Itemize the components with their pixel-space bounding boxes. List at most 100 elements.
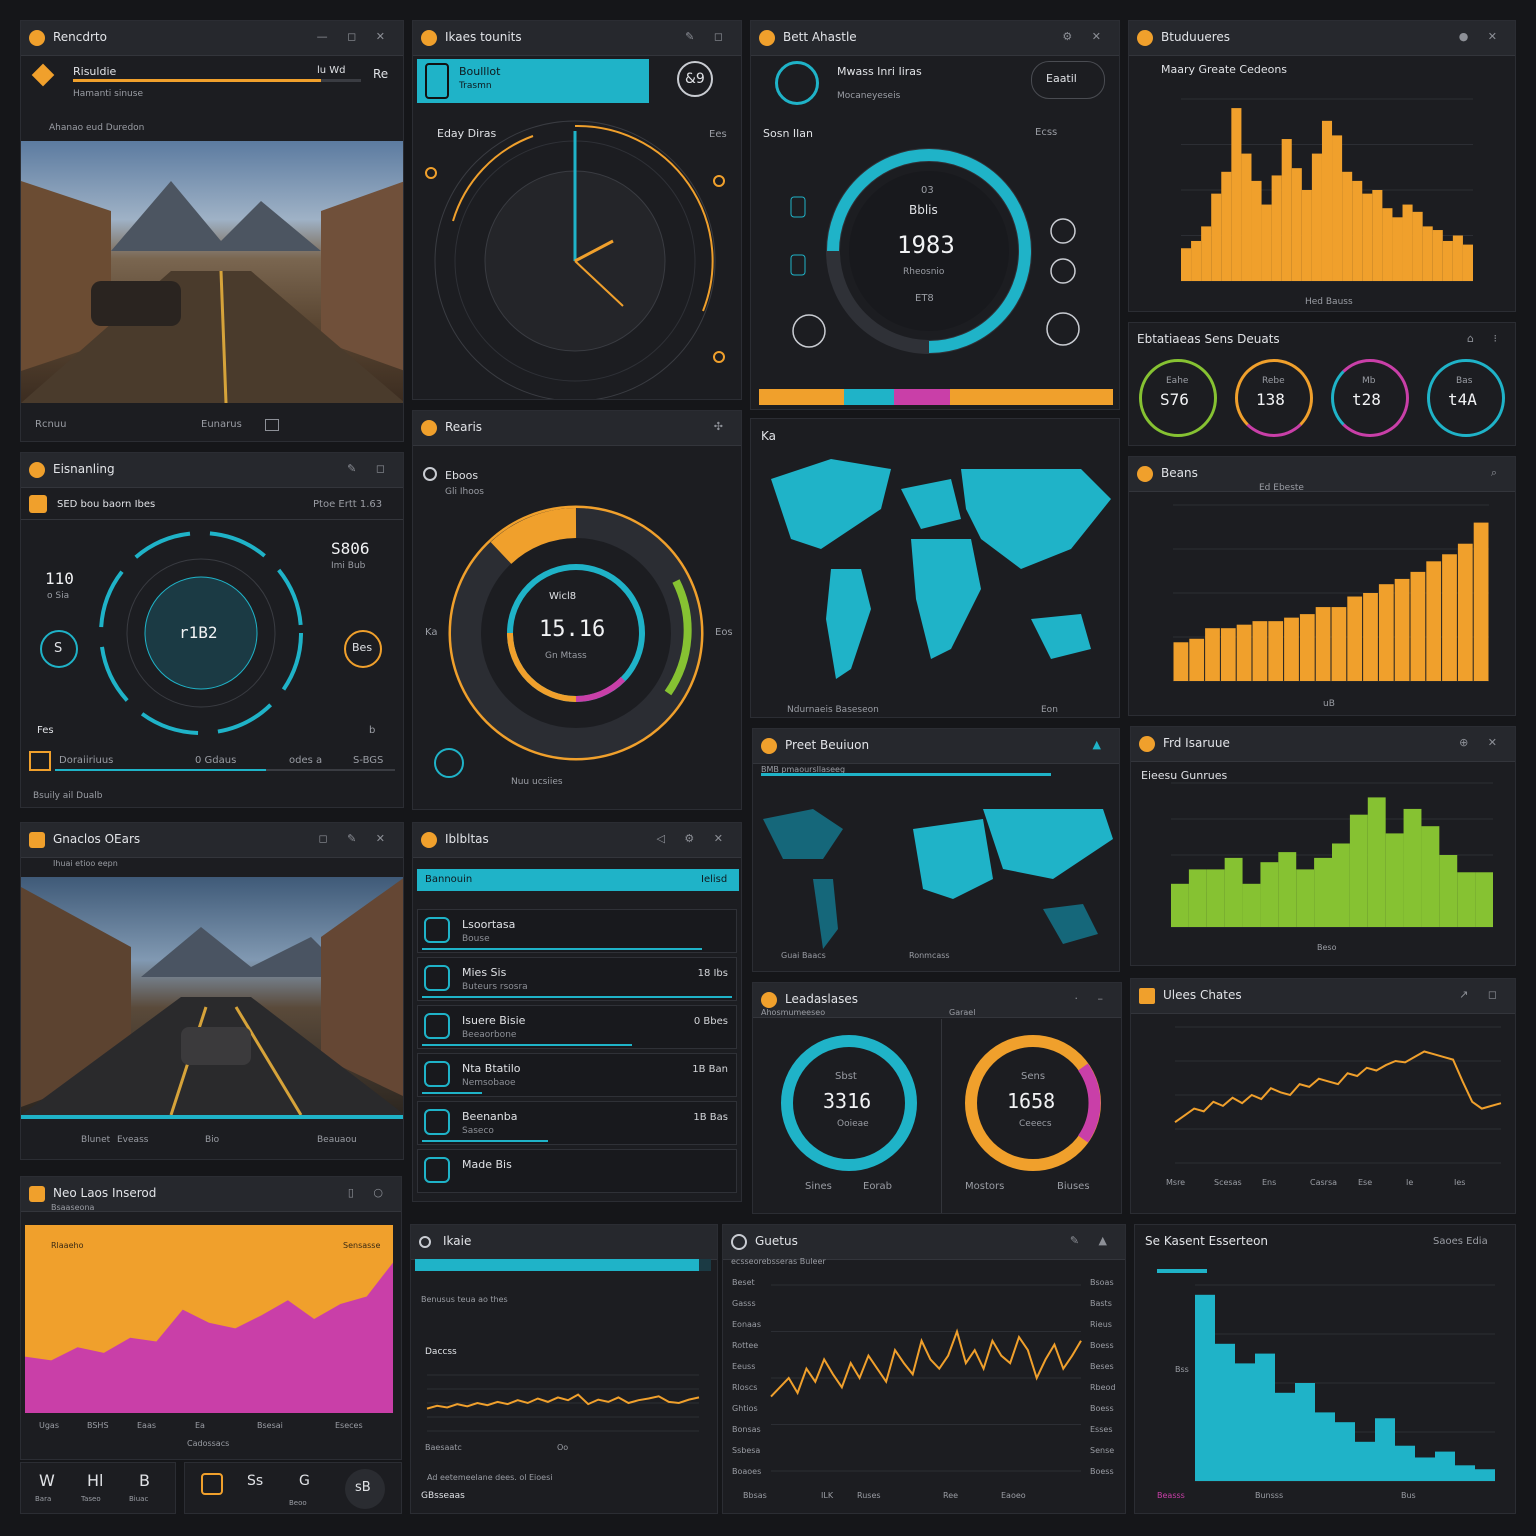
gauge-item[interactable]: Eahe S76 (1139, 359, 1217, 437)
gauge-item[interactable]: Rebe 138 (1235, 359, 1313, 437)
bar (1295, 1383, 1315, 1481)
panel-title: Rencdrto (53, 30, 107, 44)
bar (1349, 814, 1368, 927)
progress-track[interactable] (73, 79, 361, 82)
bar (1394, 578, 1410, 681)
ring-icon (423, 467, 437, 481)
panel-header: Btuduueres ● ✕ (1129, 21, 1515, 56)
search-icon[interactable]: ⌕ (1490, 466, 1505, 479)
bar (1314, 857, 1332, 927)
divider (21, 519, 403, 520)
window-controls[interactable]: ⚙ ✕ (1062, 30, 1109, 43)
panel-donut: Rearis ✣ Eboos Gli Ihoos Wicl8 15.16 Gn … (412, 410, 742, 810)
dock-item[interactable]: B (139, 1471, 150, 1490)
road-line-right (234, 1006, 303, 1115)
tag-label[interactable]: Re (373, 67, 389, 81)
footer-item[interactable]: Blunet (81, 1135, 111, 1145)
list-item[interactable]: Isuere Bisie Beeaorbone 0 Bbes (417, 1005, 737, 1049)
dock-icon-orange[interactable] (201, 1473, 223, 1495)
bar (1284, 617, 1299, 681)
window-controls[interactable]: ⊕ ✕ (1459, 736, 1505, 749)
list-item[interactable]: Nta Btatilo Nemsobaoe 1B Ban (417, 1053, 737, 1097)
footer-item[interactable]: Eveass (117, 1135, 149, 1145)
sub-label: SED bou baorn Ibes (57, 499, 156, 510)
footer-left: Guai Baacs (781, 951, 826, 960)
gauge-label: Rebe (1262, 376, 1285, 386)
window-controls[interactable]: — ◻ ✕ (316, 30, 393, 43)
window-controls[interactable]: ⌂ ⁝ (1467, 332, 1505, 345)
list-item[interactable]: Mies Sis Buteurs rsosra 18 Ibs (417, 957, 737, 1001)
footer-item[interactable]: Beauaou (317, 1135, 357, 1145)
sub-title: Eboos (445, 469, 479, 482)
stream-bar[interactable]: Doraiiriuus 0 Gdaus odes a S-BGS (29, 751, 397, 773)
cyan-strip (21, 1115, 403, 1119)
dock-item[interactable]: Ss (247, 1473, 264, 1489)
cyan-progress-track[interactable] (415, 1259, 711, 1271)
orange-logo-icon (761, 992, 777, 1008)
alert-icon[interactable]: ▲ (1092, 738, 1109, 751)
hud-right-icon[interactable] (344, 630, 382, 668)
y-tick-label: Rieus (1090, 1320, 1112, 1329)
window-controls[interactable]: ✎ ◻ (347, 462, 393, 475)
bar (1224, 857, 1243, 927)
row-progress (422, 1044, 632, 1046)
list-item[interactable]: Beenanba Saseco 1B Bas (417, 1101, 737, 1145)
bar-mid: 0 Gdaus (195, 755, 237, 766)
y-tick-label: Ssbesa (732, 1446, 761, 1455)
tri-color-strip (759, 389, 1113, 405)
window-controls[interactable]: ✎ ◻ (685, 30, 731, 43)
window-controls[interactable]: ↗ ◻ (1459, 988, 1505, 1001)
gauge-item[interactable]: Bas t4A (1427, 359, 1505, 437)
screen-icon[interactable] (265, 419, 279, 431)
footer-item[interactable]: Bio (205, 1135, 220, 1145)
donut-value: 15.16 (539, 617, 606, 642)
list-item[interactable]: Made Bis (417, 1149, 737, 1193)
row-sub: Bouse (462, 934, 490, 944)
settings-icon[interactable]: ✣ (713, 420, 731, 433)
ring-low: ET8 (915, 293, 934, 304)
bar (1392, 217, 1403, 281)
window-controls[interactable]: ◻ ✎ ✕ (318, 832, 393, 845)
badge[interactable]: &9 (677, 61, 713, 97)
side-icon[interactable] (790, 196, 806, 218)
chip-sub: Trasmn (459, 81, 492, 91)
cyan-tag (1157, 1269, 1207, 1273)
banner-right: Ielisd (701, 874, 728, 885)
bottom-icon[interactable] (434, 748, 464, 778)
window-controls[interactable]: ● ✕ (1458, 30, 1505, 43)
window-controls[interactable]: ✎ ▲ (1069, 1234, 1115, 1247)
foot-item: ILK (821, 1491, 834, 1500)
foot-item: Mostors (965, 1181, 1005, 1192)
gauge-fill (827, 149, 1031, 353)
gauge-item[interactable]: Mb t28 (1331, 359, 1409, 437)
ring-charts (781, 1035, 1101, 1171)
round-button-icon[interactable] (1050, 258, 1076, 284)
list-item[interactable]: Lsoortasa Bouse (417, 909, 737, 953)
round-button-icon[interactable] (792, 314, 826, 348)
round-button-icon[interactable] (1046, 312, 1080, 346)
chip-card[interactable]: Boulllot Trasmn (417, 59, 649, 103)
window-controls[interactable]: ◁ ⚙ ✕ (656, 832, 731, 845)
window-controls[interactable]: ▯ ○ (347, 1186, 391, 1199)
y-tick-label: Boess (1090, 1467, 1114, 1476)
dock-round-button[interactable]: sB (345, 1469, 385, 1509)
side-icon[interactable] (790, 254, 806, 276)
dock-item[interactable]: G (299, 1473, 310, 1489)
ring-caption: Rheosnio (903, 267, 945, 277)
pill-button[interactable]: Eaatil (1031, 61, 1105, 99)
progress-label: Risuldie (73, 65, 117, 78)
list-banner[interactable]: Bannouin Ielisd (417, 869, 739, 891)
foot-item: Bunsss (1255, 1491, 1284, 1500)
bar (1363, 593, 1378, 681)
y-tick-label: Rbeod (1090, 1383, 1116, 1392)
dock-item[interactable]: Hl (87, 1471, 104, 1490)
scene-illustration (21, 878, 403, 1115)
world-map (763, 809, 1113, 949)
mountain-shape (111, 181, 321, 251)
hud-left-icon[interactable] (40, 630, 78, 668)
bar (1205, 628, 1220, 681)
window-controls[interactable]: · – (1074, 992, 1111, 1005)
chart-left-label: Rlaaeho (51, 1241, 84, 1250)
dock-item[interactable]: W (39, 1471, 55, 1490)
round-button-icon[interactable] (1050, 218, 1076, 244)
